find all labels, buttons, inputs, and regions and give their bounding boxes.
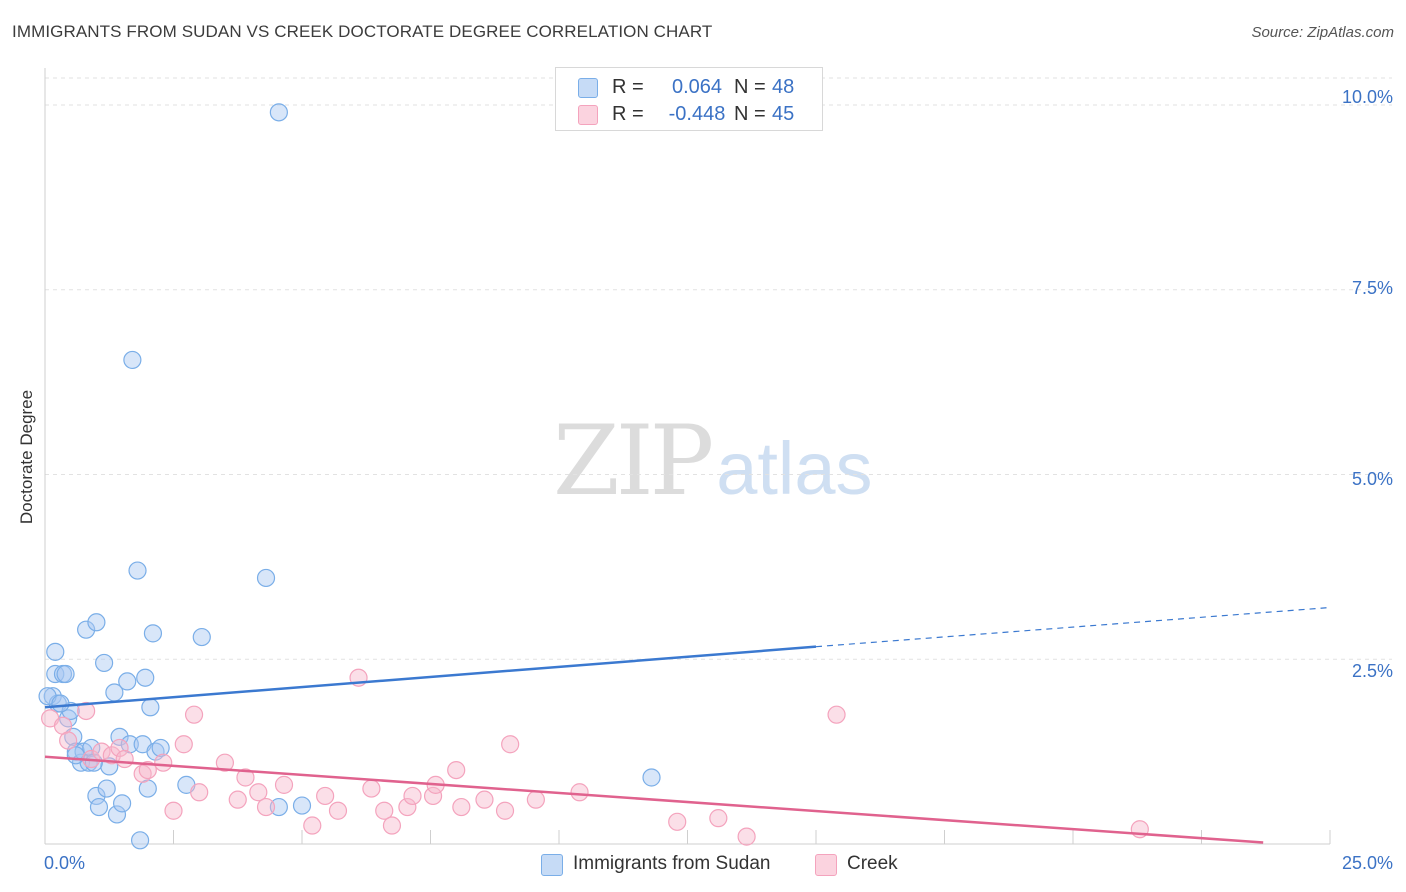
legend-r-label: R = [612, 103, 644, 125]
legend-swatch-sudan [578, 78, 598, 98]
data-point [107, 805, 127, 824]
data-point [118, 672, 137, 691]
y-tick-label: 2.5% [1351, 661, 1393, 681]
data-point [274, 775, 294, 794]
correlation-legend: R = 0.064 N = 48 R = -0.448 N = 45 [555, 67, 823, 131]
axes [44, 68, 1331, 845]
legend-r-label: R = [612, 76, 644, 98]
data-point [46, 664, 65, 684]
data-point [77, 701, 96, 721]
y-tick-label: 5.0% [1351, 469, 1393, 489]
data-point [642, 768, 661, 787]
legend-label-creek: Creek [847, 853, 898, 874]
data-points [38, 103, 1149, 850]
data-point [737, 827, 756, 846]
chart-title: IMMIGRANTS FROM SUDAN VS CREEK DOCTORATE… [12, 22, 713, 41]
data-point [382, 816, 402, 835]
data-point [398, 797, 417, 817]
x-tick-label: 0.0% [44, 853, 86, 873]
legend-swatch-creek [578, 105, 598, 125]
legend-r-value: -0.448 [668, 103, 726, 125]
data-point [151, 738, 170, 758]
watermark-zip: ZIP [553, 405, 714, 517]
data-point [87, 786, 106, 806]
legend-n-value: 48 [772, 76, 795, 98]
data-point [447, 760, 466, 780]
trend-line-dashed [815, 606, 1331, 648]
data-point [375, 801, 394, 820]
source-label: Source: ZipAtlas.com [1251, 24, 1394, 41]
data-point [95, 653, 114, 673]
data-point [174, 735, 193, 754]
data-point [143, 624, 163, 643]
data-point [452, 797, 471, 817]
data-point [403, 786, 422, 806]
legend-n-label: N = [734, 76, 766, 98]
data-point [362, 779, 381, 798]
x-tick-label: 25.0% [1341, 853, 1393, 873]
y-tick-label: 7.5% [1351, 278, 1393, 298]
data-point [46, 642, 65, 661]
watermark: ZIPatlas [553, 405, 873, 517]
data-point [316, 786, 335, 806]
trend-line [44, 755, 1264, 844]
trend-line [44, 645, 817, 709]
data-point [256, 568, 276, 588]
data-point [77, 620, 96, 639]
data-point [269, 797, 288, 817]
data-point [215, 753, 234, 772]
legend-swatch-creek [815, 854, 837, 876]
data-point [56, 664, 75, 684]
data-point [501, 735, 520, 754]
data-point [827, 705, 846, 724]
data-point [709, 809, 728, 828]
data-point [570, 783, 589, 802]
watermark-atlas: atlas [716, 427, 873, 510]
data-point [112, 794, 132, 813]
data-point [190, 783, 209, 802]
data-point [59, 731, 78, 750]
data-point [115, 749, 134, 769]
data-point [668, 812, 687, 831]
trend-lines [44, 606, 1331, 844]
data-point [184, 705, 204, 724]
data-point [423, 786, 443, 806]
data-point [495, 801, 515, 820]
legend-n-value: 45 [772, 103, 795, 125]
data-point [228, 790, 247, 809]
data-point [328, 801, 348, 820]
legend-swatch-sudan [541, 854, 563, 876]
data-point [475, 790, 494, 809]
data-point [138, 760, 157, 780]
data-point [89, 797, 109, 817]
data-point [141, 698, 160, 717]
data-point [236, 768, 255, 787]
data-point [164, 801, 183, 820]
legend-n-label: N = [734, 103, 766, 125]
data-point [269, 103, 288, 122]
data-point [110, 738, 129, 758]
data-point [154, 753, 173, 772]
data-point [249, 783, 268, 802]
data-point [97, 779, 116, 798]
data-point [51, 694, 70, 713]
data-point [192, 627, 211, 647]
data-point [123, 350, 142, 370]
data-point [256, 797, 276, 817]
data-point [87, 613, 106, 632]
data-point [526, 790, 545, 809]
data-point [303, 816, 322, 835]
data-point [136, 668, 155, 687]
data-point [128, 561, 147, 580]
legend-label-sudan: Immigrants from Sudan [573, 853, 771, 874]
grid [45, 77, 1392, 660]
data-point [130, 831, 150, 850]
data-point [292, 796, 312, 815]
legend-r-value: 0.064 [671, 76, 723, 98]
y-tick-label: 10.0% [1341, 87, 1393, 107]
